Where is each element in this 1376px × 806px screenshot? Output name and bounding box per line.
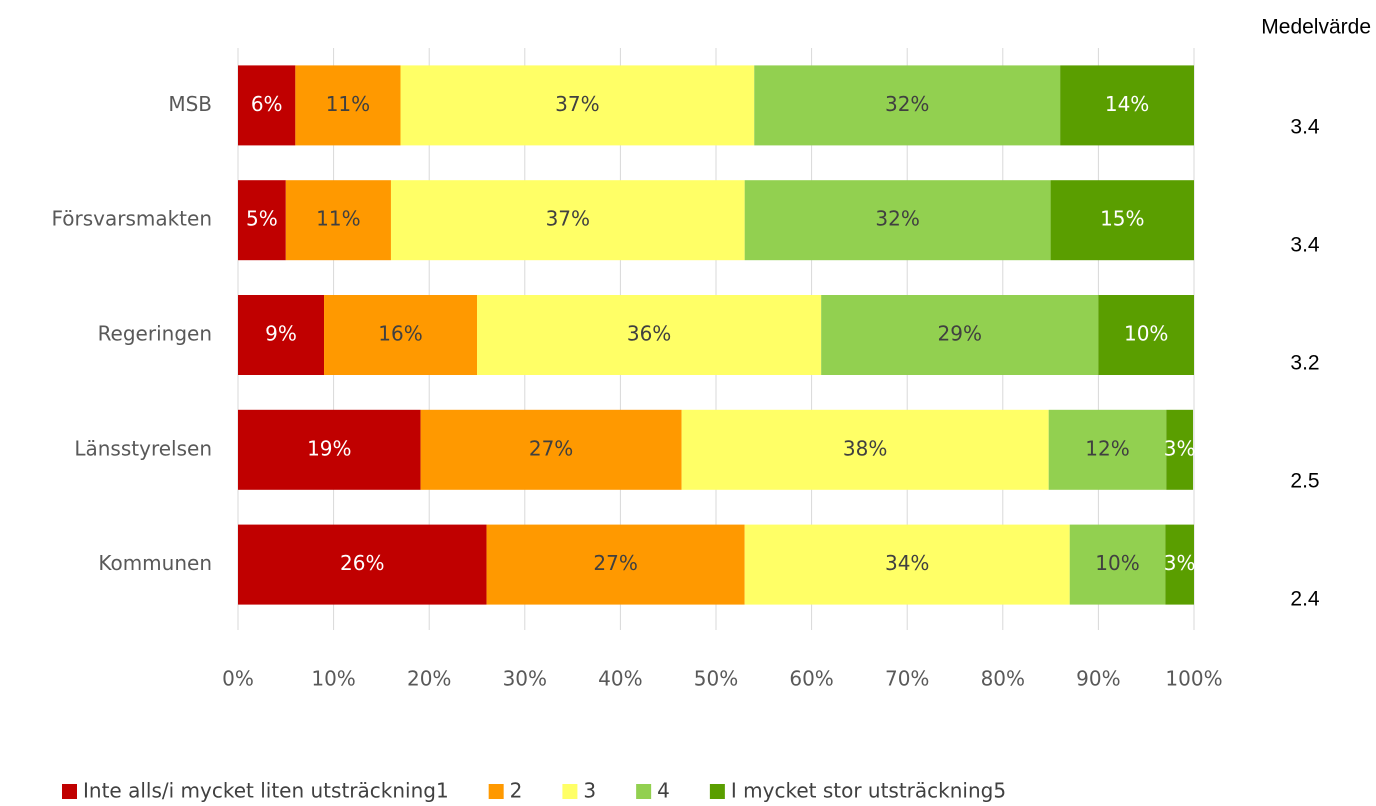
bar-segment [1166,409,1194,490]
mean-value: 2.5 [1290,470,1319,493]
value-label: 32% [885,92,929,116]
legend-label: I mycket stor utsträckning5 [731,779,1006,803]
legend-label: 4 [657,779,670,803]
legend-swatch [62,784,77,799]
bar-segment [390,180,745,261]
value-label: 26% [340,551,384,575]
value-label: 34% [885,551,929,575]
legend-swatch [636,784,652,799]
value-label: 10% [1124,322,1168,346]
legend-label: 2 [510,779,523,803]
legend-swatch [488,784,504,799]
x-tick-label: 20% [407,667,451,691]
bar-segment [1165,524,1194,605]
legend-label: 3 [583,779,596,803]
bar-segment [238,295,325,375]
value-label: 11% [326,92,370,116]
x-tick-label: 90% [1076,667,1120,691]
y-tick-label: Försvarsmakten [51,207,212,231]
bar-segment [1098,295,1194,375]
value-label: 27% [529,436,573,460]
value-label: 27% [593,551,637,575]
mean-value: 3.2 [1290,352,1319,375]
bar-segment [1050,180,1194,261]
y-tick-label: Kommunen [98,551,212,575]
legend-swatch [562,784,578,799]
x-tick-label: 60% [789,667,833,691]
value-label: 37% [555,92,599,116]
value-label: 29% [938,322,982,346]
value-label: 12% [1085,436,1129,460]
value-label: 6% [251,92,283,116]
value-label: 10% [1095,551,1139,575]
bar-segment [1060,65,1194,146]
value-label: 3% [1164,436,1196,460]
bar-segment [400,65,755,146]
bar-segment [1048,409,1167,490]
mean-title: Medelvärde [1261,16,1371,39]
x-tick-label: 0% [222,667,254,691]
x-tick-label: 40% [598,667,642,691]
value-label: 36% [627,322,671,346]
value-label: 11% [316,207,360,231]
value-label: 32% [875,207,919,231]
legend-label: Inte alls/i mycket liten utsträckning1 [83,779,449,803]
value-label: 19% [307,436,351,460]
mean-value: 3.4 [1290,116,1320,139]
value-label: 3% [1164,551,1196,575]
bar-segment [477,295,822,375]
x-tick-label: 50% [694,667,738,691]
value-label: 5% [246,207,278,231]
bar-segment [238,65,296,146]
bar-segment [821,295,1099,375]
y-tick-label: Regeringen [98,322,212,346]
x-tick-label: 70% [885,667,929,691]
x-tick-label: 80% [981,667,1025,691]
bar-segment [285,180,391,261]
x-tick-label: 30% [503,667,547,691]
bar-segment [324,295,477,375]
bar-segment [681,409,1049,490]
bar-segment [744,524,1070,605]
bar-segment [238,180,286,261]
bar-segment [1069,524,1166,605]
x-tick-label: 10% [311,667,355,691]
bar-segment [238,409,421,490]
bar-segment [486,524,745,605]
mean-value: 2.4 [1290,588,1320,611]
bar-segment [744,180,1051,261]
x-tick-label: 100% [1165,667,1222,691]
bar-segment [295,65,401,146]
bar-segment [754,65,1061,146]
bar-segment [420,409,682,490]
value-label: 9% [265,322,297,346]
value-label: 38% [843,436,887,460]
value-label: 15% [1100,207,1144,231]
legend-swatch [709,784,725,799]
mean-value: 3.4 [1290,234,1320,257]
value-label: 14% [1105,92,1149,116]
y-tick-label: MSB [168,92,212,116]
y-tick-label: Länsstyrelsen [74,436,212,460]
bar-segment [238,524,487,605]
value-label: 16% [378,322,422,346]
value-label: 37% [546,207,590,231]
